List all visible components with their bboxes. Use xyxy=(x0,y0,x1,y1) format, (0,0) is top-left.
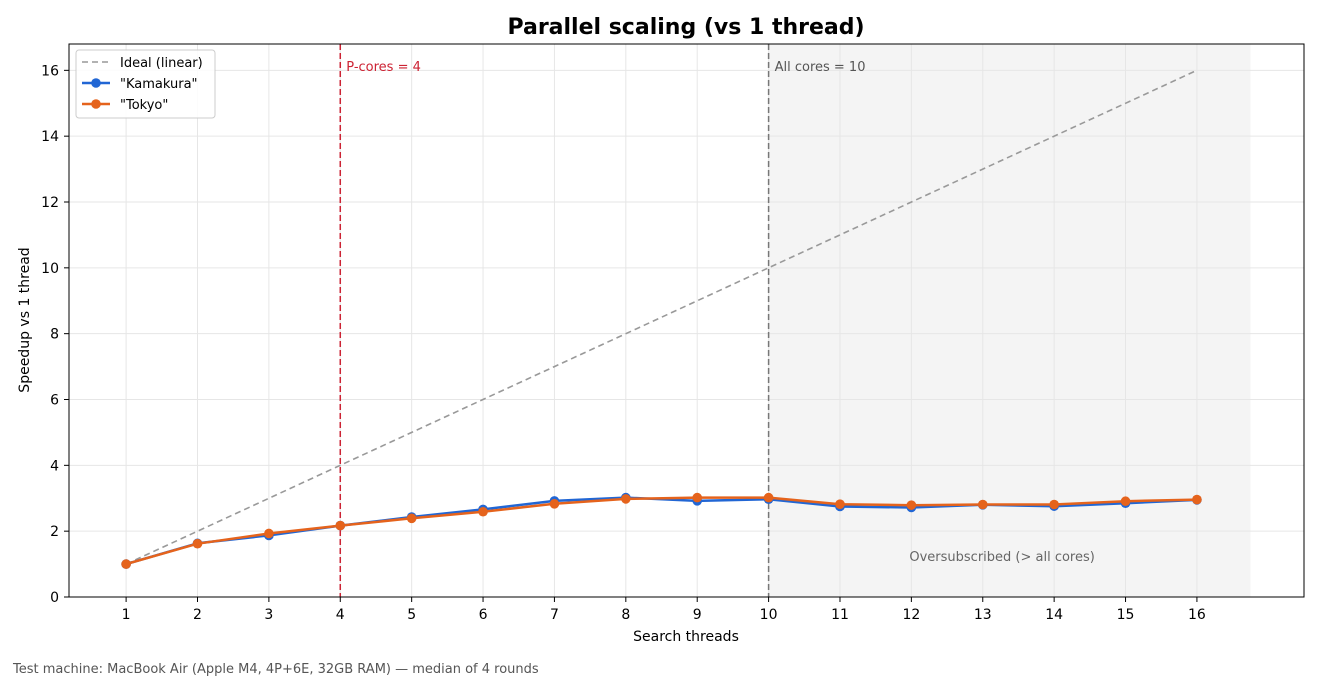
data-point-tokyo xyxy=(264,528,274,539)
footnote: Test machine: MacBook Air (Apple M4, 4P+… xyxy=(13,662,539,677)
oversubscribed-shade xyxy=(768,44,1251,597)
p-cores-label: P-cores = 4 xyxy=(346,60,421,75)
y-axis-ticks: 0 2 4 6 8 10 12 14 16 xyxy=(41,63,69,606)
data-point-tokyo xyxy=(835,499,845,509)
data-point-tokyo xyxy=(549,499,560,509)
series-lines xyxy=(121,69,1202,569)
oversubscribed-region xyxy=(768,44,1251,597)
x-axis-label: Search threads xyxy=(633,629,739,645)
legend-label-tokyo: "Tokyo" xyxy=(120,98,168,113)
plot-frame xyxy=(68,43,1305,598)
series-line-tokyo xyxy=(125,496,1197,566)
x-tick-label: 15 xyxy=(1117,607,1135,623)
data-point-tokyo xyxy=(763,492,774,503)
y-tick-label: 4 xyxy=(50,458,59,474)
legend-label-kamakura: "Kamakura" xyxy=(120,77,198,92)
data-point-tokyo xyxy=(692,492,703,503)
data-point-tokyo xyxy=(1049,499,1059,510)
x-tick-label: 8 xyxy=(621,607,630,623)
x-tick-label: 7 xyxy=(550,607,559,623)
x-tick-label: 1 xyxy=(122,607,131,623)
legend: Ideal (linear) "Kamakura" "Tokyo" xyxy=(75,49,216,119)
x-tick-label: 5 xyxy=(407,607,416,623)
data-point-tokyo xyxy=(121,559,131,569)
data-point-tokyo xyxy=(1120,496,1131,507)
data-point-tokyo xyxy=(1192,494,1202,505)
y-tick-label: 12 xyxy=(41,195,59,211)
x-tick-label: 10 xyxy=(760,607,778,623)
data-point-tokyo xyxy=(478,506,488,517)
annotations: P-cores = 4 All cores = 10 Oversubscribed … xyxy=(346,60,1095,565)
legend-label-ideallinear: Ideal (linear) xyxy=(120,56,203,71)
x-axis-ticks: 1 2 3 4 5 6 7 8 9 10 11 12 13 14 15 16 xyxy=(122,597,1206,623)
y-tick-label: 8 xyxy=(50,327,59,343)
x-tick-label: 14 xyxy=(1045,607,1063,623)
data-point-tokyo xyxy=(621,494,631,504)
series-line-ideallinear xyxy=(125,69,1198,565)
x-tick-label: 9 xyxy=(693,607,702,623)
data-point-tokyo xyxy=(906,500,917,510)
x-tick-label: 16 xyxy=(1188,607,1206,623)
axes xyxy=(68,43,1305,598)
data-point-tokyo xyxy=(977,499,988,510)
x-tick-label: 3 xyxy=(264,607,273,623)
all-cores-label: All cores = 10 xyxy=(775,60,866,75)
oversubscribed-label: Oversubscribed (> all cores) xyxy=(909,550,1094,565)
y-axis-label: Speedup vs 1 thread xyxy=(17,247,33,392)
legend-marker-kamakura xyxy=(91,78,101,88)
x-tick-label: 4 xyxy=(336,607,345,623)
data-point-tokyo xyxy=(406,513,417,524)
data-point-tokyo xyxy=(192,538,203,549)
core-markers xyxy=(339,44,770,597)
y-tick-label: 10 xyxy=(41,261,59,277)
y-tick-label: 6 xyxy=(50,393,59,409)
data-point-tokyo xyxy=(335,520,346,531)
y-tick-label: 14 xyxy=(41,129,59,145)
y-tick-label: 0 xyxy=(50,590,59,606)
x-tick-label: 12 xyxy=(902,607,920,623)
y-tick-label: 16 xyxy=(41,63,59,79)
x-tick-label: 2 xyxy=(193,607,202,623)
x-tick-label: 13 xyxy=(974,607,992,623)
legend-box xyxy=(75,49,216,119)
x-tick-label: 6 xyxy=(479,607,488,623)
chart-title: Parallel scaling (vs 1 thread) xyxy=(507,15,864,40)
x-tick-label: 11 xyxy=(831,607,849,623)
y-tick-label: 2 xyxy=(50,524,59,540)
legend-marker-tokyo xyxy=(91,99,101,109)
